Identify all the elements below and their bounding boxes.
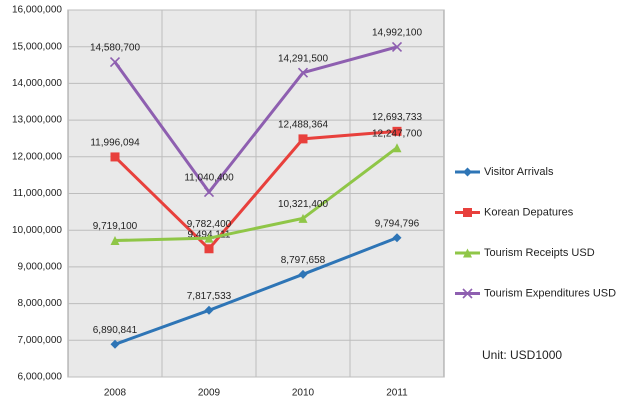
y-tick-label: 6,000,000 <box>18 372 63 383</box>
data-label: 14,580,700 <box>90 43 140 54</box>
marker <box>298 134 308 144</box>
marker <box>462 288 473 299</box>
data-label: 12,488,364 <box>278 120 328 131</box>
unit-note: Unit: USD1000 <box>482 348 562 362</box>
legend-label: Korean Depatures <box>484 206 574 218</box>
data-label: 14,291,500 <box>278 53 328 64</box>
y-tick-label: 13,000,000 <box>12 115 62 126</box>
marker <box>463 248 472 258</box>
data-label: 8,797,658 <box>281 255 326 266</box>
marker <box>110 339 120 349</box>
data-label: 12,693,733 <box>372 112 422 123</box>
marker <box>463 208 472 217</box>
marker <box>204 233 214 243</box>
y-tick-label: 8,000,000 <box>18 298 63 309</box>
x-tick-label: 2010 <box>292 388 315 399</box>
data-label: 9,794,796 <box>375 218 420 229</box>
marker <box>298 213 308 223</box>
data-label: 11,996,094 <box>90 138 140 149</box>
y-tick-label: 16,000,000 <box>12 5 62 16</box>
marker <box>204 305 214 315</box>
series-line <box>113 45 398 195</box>
marker <box>392 233 402 243</box>
series-line <box>114 146 398 243</box>
y-tick-label: 10,000,000 <box>12 225 62 236</box>
marker <box>297 67 309 78</box>
legend-label: Tourism Receipts USD <box>484 247 595 259</box>
data-label: 6,890,841 <box>93 325 138 336</box>
x-tick-label: 2008 <box>104 388 127 399</box>
y-tick-label: 9,000,000 <box>18 262 63 273</box>
y-tick-label: 12,000,000 <box>12 151 62 162</box>
data-label: 11,040,400 <box>184 173 234 184</box>
marker <box>110 152 120 162</box>
marker <box>463 167 472 177</box>
series-line <box>114 236 398 346</box>
data-label: 9,782,400 <box>187 219 232 230</box>
marker <box>203 186 215 198</box>
marker <box>392 126 402 136</box>
x-tick-label: 2011 <box>386 388 408 399</box>
marker <box>392 143 402 153</box>
y-tick-label: 15,000,000 <box>12 41 62 52</box>
legend-label: Tourism Expenditures USD <box>484 287 616 299</box>
y-tick-label: 11,000,000 <box>13 188 63 199</box>
x-tick-label: 2009 <box>198 388 221 399</box>
marker <box>109 57 121 68</box>
y-tick-label: 14,000,000 <box>12 78 62 89</box>
series-line <box>113 129 398 251</box>
marker <box>110 236 120 246</box>
data-label: 9,719,100 <box>93 221 138 232</box>
data-label: 14,992,100 <box>372 28 422 39</box>
y-tick-label: 7,000,000 <box>18 335 63 346</box>
marker <box>391 41 403 53</box>
marker <box>204 244 214 254</box>
data-label: 10,321,400 <box>278 199 328 210</box>
marker <box>298 269 308 279</box>
data-label: 12,247,700 <box>372 128 422 139</box>
data-label: 7,817,533 <box>187 291 232 302</box>
legend-label: Visitor Arrivals <box>484 166 554 178</box>
